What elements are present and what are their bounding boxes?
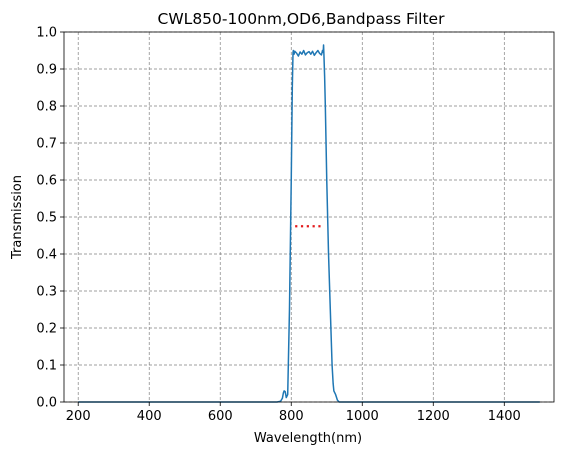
x-tick-label: 1000 xyxy=(346,409,379,424)
x-tick-label: 1400 xyxy=(488,409,521,424)
series-line-1 xyxy=(78,44,540,403)
x-tick-label: 200 xyxy=(66,409,91,424)
chart-title: CWL850-100nm,OD6,Bandpass Filter xyxy=(158,10,446,28)
y-axis-label: Transmission xyxy=(10,175,25,260)
x-axis-ticks: 200 400 600 800 1000 1200 1400 xyxy=(66,402,521,424)
y-axis-ticks: 0.0 0.1 0.2 0.3 0.4 0.5 0.6 0.7 0.8 0.9 1.0 xyxy=(36,26,64,411)
y-tick-label: 0.9 xyxy=(36,63,57,78)
y-tick-label: 0.7 xyxy=(36,137,57,152)
y-tick-label: 0.6 xyxy=(36,174,57,189)
y-tick-label: 0.4 xyxy=(36,248,57,263)
x-tick-label: 400 xyxy=(137,409,162,424)
y-tick-label: 0.3 xyxy=(36,285,57,300)
y-tick-label: 0.1 xyxy=(36,359,57,374)
y-tick-label: 1.0 xyxy=(36,26,57,41)
x-tick-label: 600 xyxy=(208,409,233,424)
y-tick-label: 0.5 xyxy=(36,211,57,226)
x-axis-label: Wavelength(nm) xyxy=(254,431,362,446)
x-tick-label: 1200 xyxy=(417,409,450,424)
y-tick-label: 0.8 xyxy=(36,100,57,115)
series-layer xyxy=(78,44,540,403)
y-tick-label: 0.2 xyxy=(36,322,57,337)
x-tick-label: 800 xyxy=(279,409,304,424)
y-tick-label: 0.0 xyxy=(36,396,57,411)
